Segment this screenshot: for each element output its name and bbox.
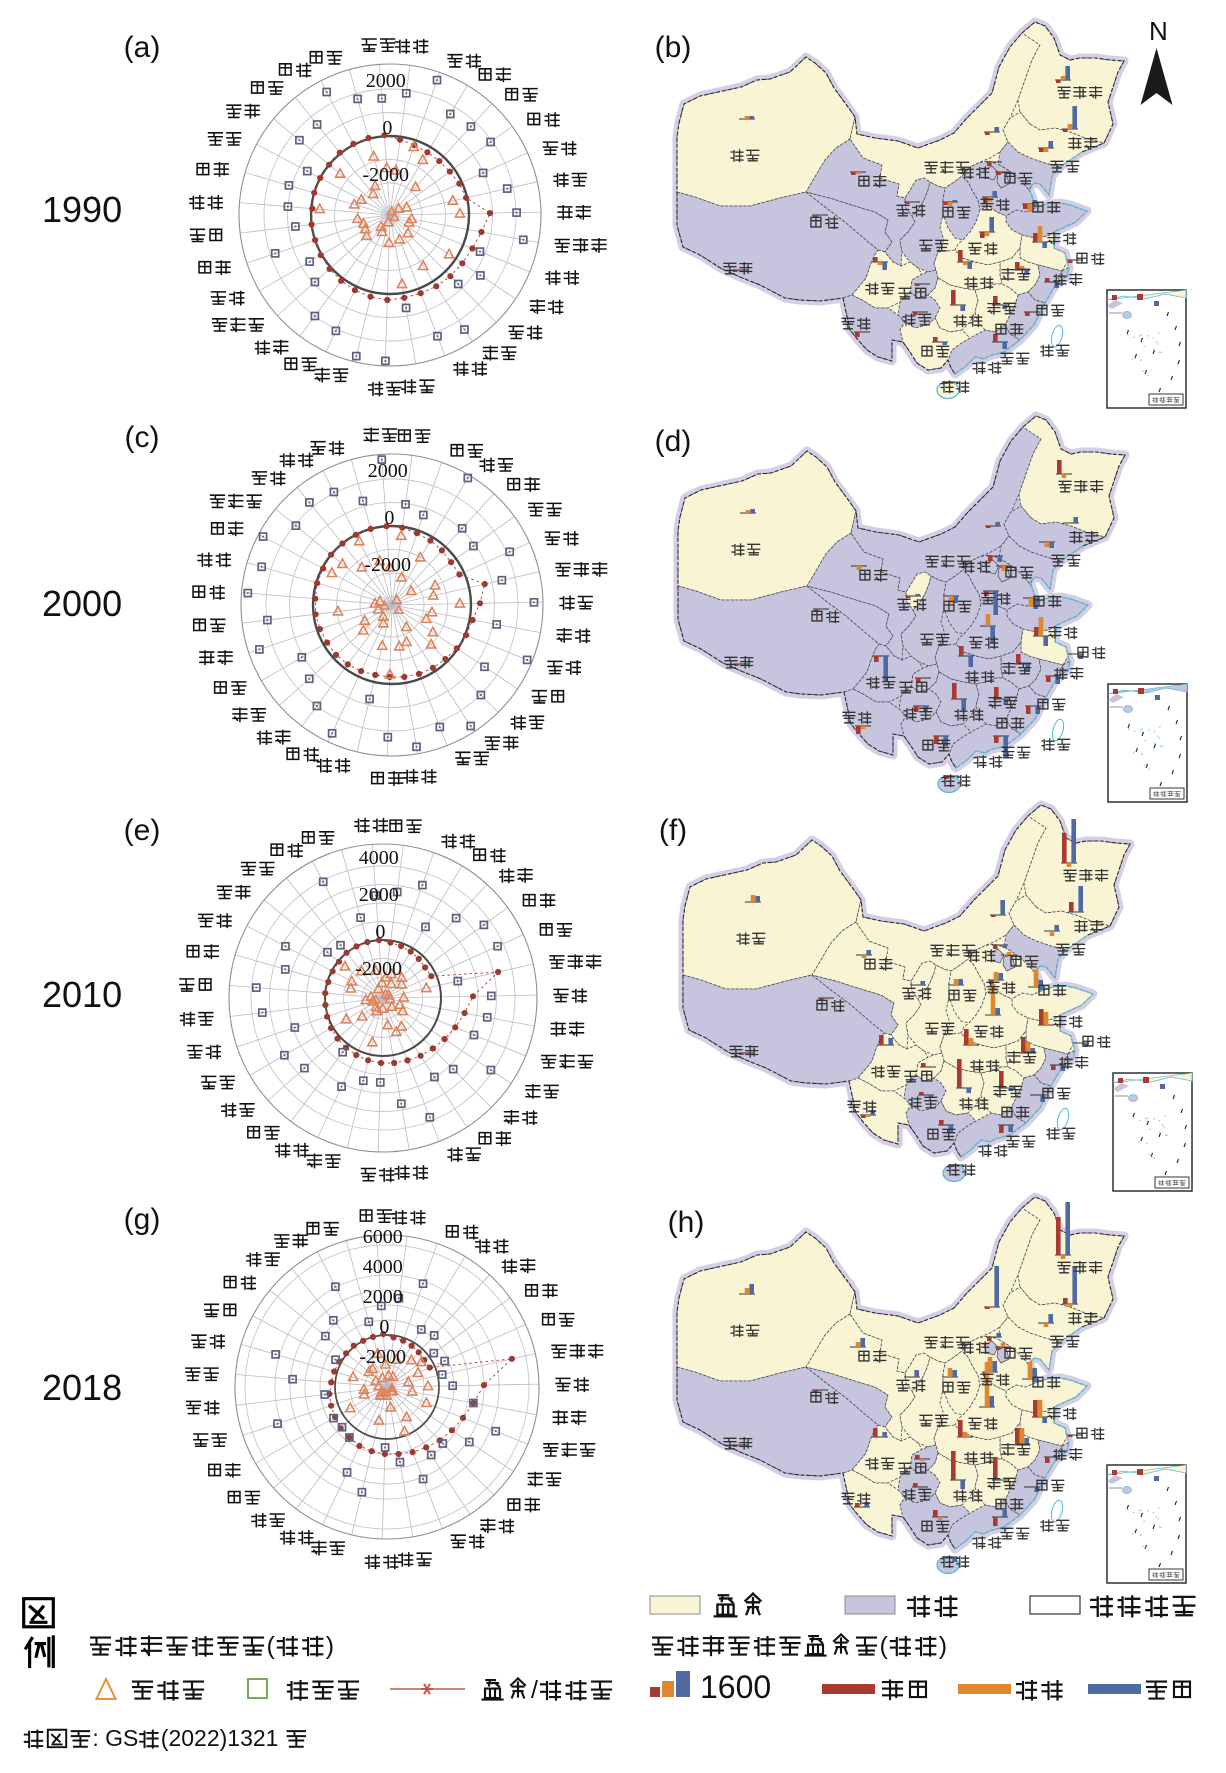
svg-text:2000: 2000	[363, 1286, 403, 1308]
svg-text:/: /	[531, 1676, 538, 1704]
svg-text:6000: 6000	[363, 1226, 403, 1248]
svg-text:4000: 4000	[359, 847, 399, 869]
svg-text:(e): (e)	[124, 814, 161, 847]
svg-text:(2022)1321: (2022)1321	[161, 1725, 279, 1751]
svg-text:(a): (a)	[124, 31, 161, 64]
svg-text:2010: 2010	[42, 974, 122, 1015]
svg-text:(b): (b)	[655, 31, 692, 64]
svg-text:0: 0	[384, 507, 394, 529]
svg-text:1600: 1600	[700, 1669, 771, 1705]
svg-text:(g): (g)	[124, 1203, 161, 1236]
svg-text:2000: 2000	[42, 583, 122, 624]
svg-text:): )	[939, 1632, 947, 1660]
svg-text:4000: 4000	[363, 1256, 403, 1278]
svg-text:0: 0	[379, 1316, 389, 1338]
svg-text:(d): (d)	[655, 425, 692, 458]
svg-text:(f): (f)	[659, 814, 687, 847]
svg-text:(h): (h)	[668, 1206, 705, 1239]
svg-text:2018: 2018	[42, 1367, 122, 1408]
svg-text:-2000: -2000	[359, 1346, 406, 1368]
svg-text:0: 0	[375, 921, 385, 943]
svg-text:: GS: : GS	[92, 1725, 138, 1751]
svg-text:-2000: -2000	[364, 554, 411, 576]
svg-text:-2000: -2000	[355, 958, 402, 980]
svg-text:-2000: -2000	[362, 164, 409, 186]
svg-text:(c): (c)	[125, 421, 160, 454]
svg-text:1990: 1990	[42, 189, 122, 230]
svg-text:2000: 2000	[368, 460, 408, 482]
svg-text:2000: 2000	[359, 884, 399, 906]
svg-text:0: 0	[382, 117, 392, 139]
svg-text:2000: 2000	[366, 70, 406, 92]
svg-text:N: N	[1149, 16, 1168, 46]
svg-text:(: (	[880, 1632, 889, 1660]
svg-text:(: (	[267, 1632, 276, 1660]
svg-text:): )	[326, 1632, 334, 1660]
